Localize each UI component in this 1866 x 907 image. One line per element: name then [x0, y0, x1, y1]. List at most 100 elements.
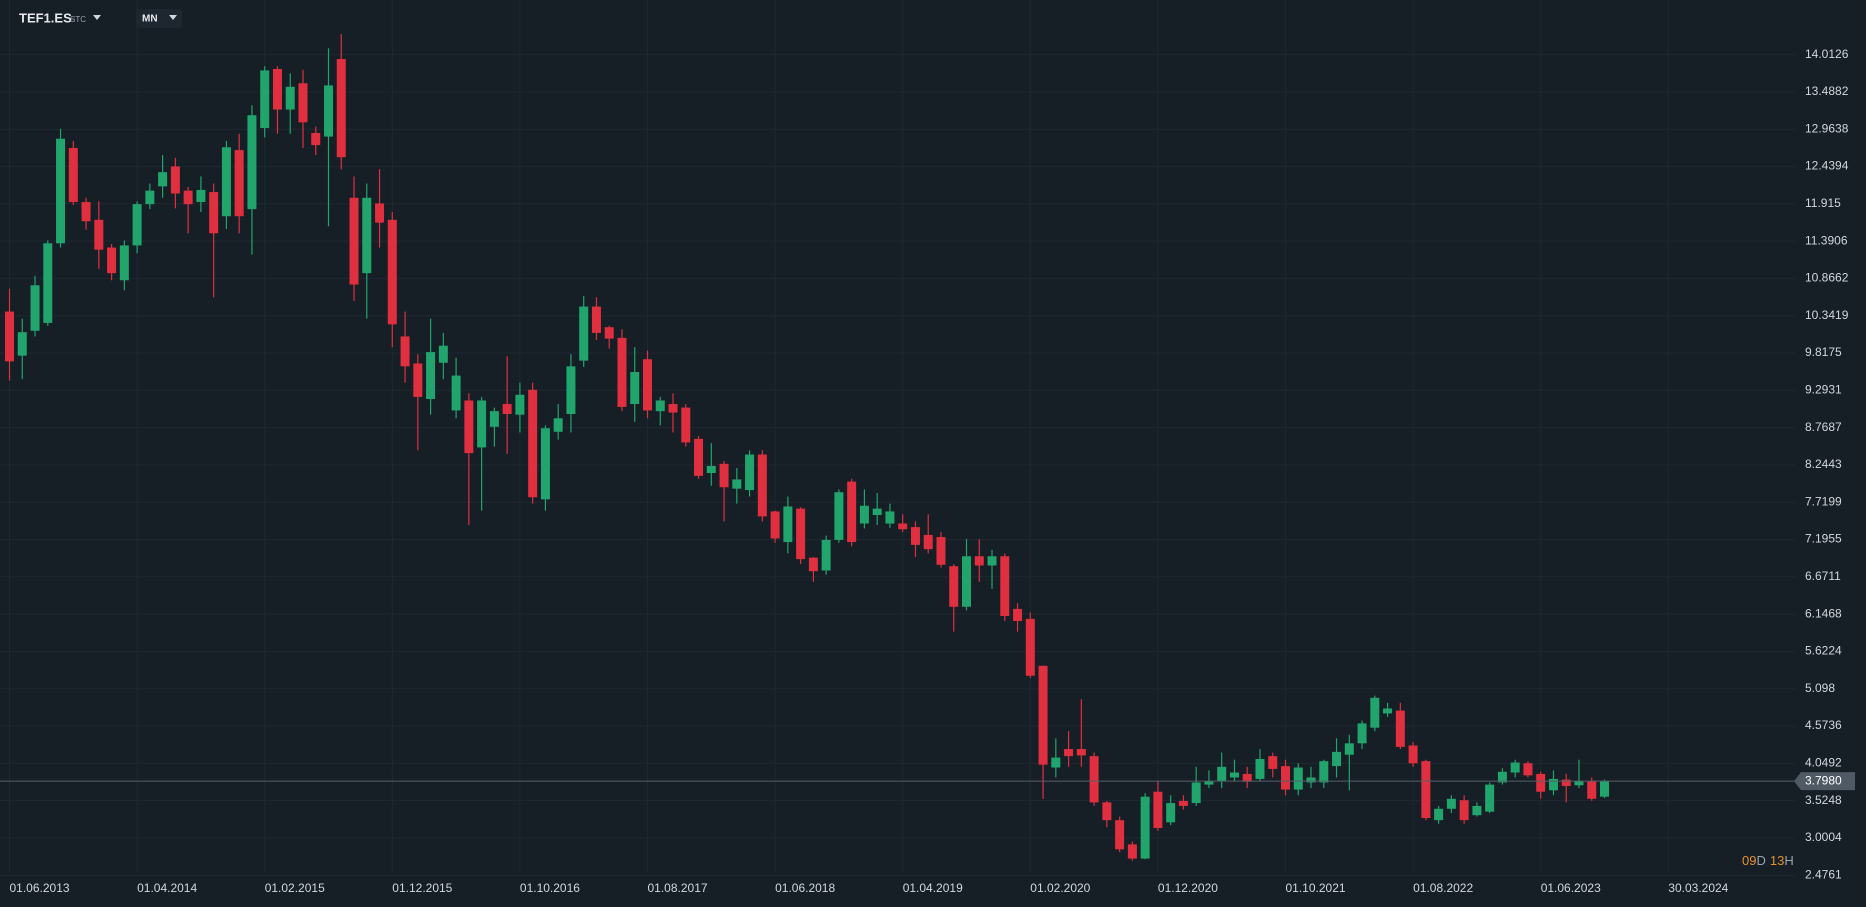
candle-body	[387, 219, 397, 325]
candle-body	[579, 306, 589, 361]
interval-dropdown[interactable]	[169, 15, 177, 20]
y-tick-label: 10.8662	[1805, 271, 1849, 285]
candle-body	[719, 463, 729, 488]
symbol[interactable]: TEF1.ES	[19, 10, 72, 25]
candle-body	[477, 400, 487, 448]
y-tick-label: 11.3906	[1805, 233, 1848, 247]
candle-body	[1140, 796, 1150, 859]
candle-body	[1510, 762, 1520, 773]
candle-body	[694, 438, 704, 476]
candle-body	[1217, 766, 1227, 782]
candle-body	[796, 508, 806, 560]
symbol-dropdown[interactable]	[93, 15, 101, 20]
exchange: STC	[70, 15, 86, 24]
candle-body	[196, 189, 206, 203]
candle-body	[553, 418, 563, 432]
candle-body	[885, 511, 895, 524]
candle-body	[1370, 697, 1380, 728]
x-tick-label: 01.10.2021	[1286, 881, 1346, 895]
x-tick-label: 01.02.2015	[265, 881, 325, 895]
candle-body	[221, 147, 231, 217]
candle-body	[1000, 556, 1010, 617]
candle-body	[630, 372, 640, 405]
y-tick-label: 10.3419	[1805, 308, 1849, 322]
candle-body	[1600, 781, 1609, 797]
candle-body	[1025, 618, 1035, 676]
candle-body	[1408, 745, 1418, 764]
x-tick-label: 01.04.2014	[137, 881, 197, 895]
candle-body	[962, 556, 971, 607]
candle-body	[451, 375, 461, 411]
grid	[0, 0, 1795, 876]
candle-body	[643, 359, 652, 411]
candle-body	[1191, 782, 1201, 804]
candle-body	[1587, 781, 1597, 799]
y-tick-label: 11.915	[1805, 196, 1841, 210]
y-tick-label: 6.6711	[1805, 569, 1841, 583]
candle-body	[1115, 820, 1125, 850]
candle-body	[1255, 758, 1265, 779]
candle-body	[285, 86, 295, 110]
y-tick-label: 12.4394	[1805, 159, 1849, 173]
candle-body	[808, 557, 818, 572]
y-tick-label: 8.2443	[1805, 457, 1842, 471]
candle-body	[349, 197, 359, 285]
candle-body	[1548, 778, 1558, 791]
candle-body	[745, 454, 755, 491]
candle-body	[1395, 710, 1405, 747]
interval-button[interactable]	[136, 9, 182, 28]
candle-body	[311, 133, 321, 146]
candle-body	[56, 138, 66, 244]
candle-body	[119, 245, 129, 281]
candle-body	[1421, 761, 1431, 819]
x-tick-label: 01.08.2017	[648, 881, 708, 895]
candle-body	[898, 523, 908, 530]
candle-body	[1153, 791, 1163, 828]
candle-body	[515, 394, 525, 415]
x-tick-label: 01.02.2020	[1030, 881, 1090, 895]
candle-body	[1574, 781, 1584, 786]
candle-body	[183, 190, 193, 205]
candle-body	[272, 68, 282, 110]
candle-body	[170, 166, 180, 194]
toolbar: TEF1.ES STC MN	[19, 9, 182, 28]
last-price-tag	[1794, 772, 1855, 791]
candle-body	[872, 508, 882, 515]
candle-body	[617, 337, 627, 407]
y-tick-label: 3.5248	[1805, 793, 1842, 807]
candle-body	[43, 243, 53, 323]
candle-body	[107, 247, 117, 274]
candle-body	[540, 428, 550, 500]
candle-body	[1472, 805, 1482, 816]
candle-body	[362, 197, 372, 274]
candle-body	[438, 345, 448, 363]
candle-body	[489, 411, 499, 427]
candle-body	[426, 352, 436, 400]
candle-body	[1178, 800, 1188, 806]
candle-body	[1064, 749, 1074, 757]
countdown-unit: H	[1784, 853, 1793, 868]
candle-body	[566, 366, 576, 414]
candle-body	[1051, 757, 1061, 768]
y-tick-label: 8.7687	[1805, 420, 1842, 434]
candle-body	[1485, 784, 1495, 812]
interval[interactable]: MN	[142, 14, 158, 25]
countdown-number: 09	[1742, 853, 1756, 868]
candle-body	[132, 204, 142, 246]
x-tick-label: 01.04.2019	[903, 881, 963, 895]
candle-body	[464, 400, 474, 454]
candle-body	[1561, 779, 1571, 787]
candle-body	[859, 505, 869, 524]
candle-body	[1242, 773, 1252, 782]
candle-body	[81, 202, 91, 222]
candle-body	[1268, 756, 1278, 769]
candle-body	[1357, 723, 1367, 744]
candle-body	[209, 192, 219, 234]
candle-body	[987, 556, 997, 566]
candle-body	[655, 400, 665, 412]
candle-body	[336, 59, 346, 158]
candle-body	[298, 83, 308, 123]
candle-body	[1383, 708, 1393, 714]
candle-body	[1229, 772, 1239, 778]
